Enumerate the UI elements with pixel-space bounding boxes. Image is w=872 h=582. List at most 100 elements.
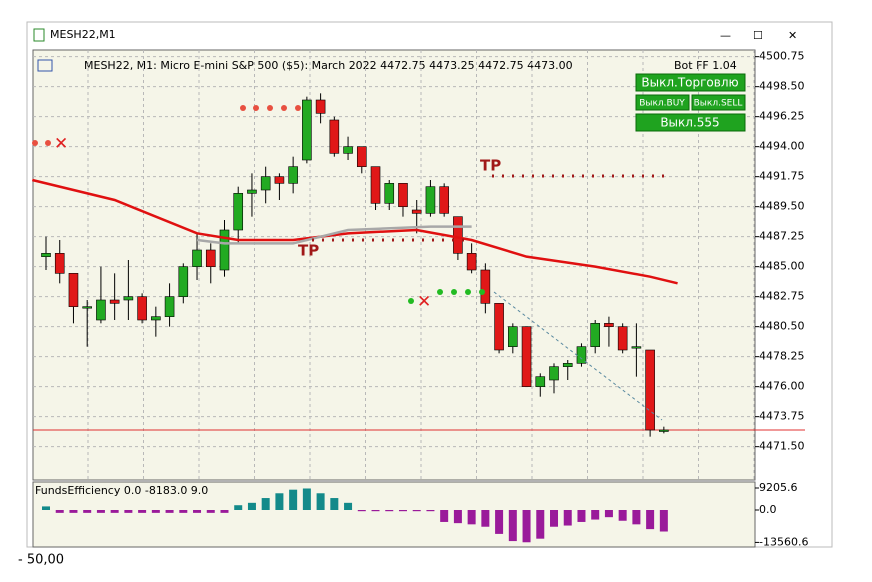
- candle-body: [453, 216, 463, 254]
- candle-body: [41, 253, 51, 257]
- histogram-bar: [659, 509, 668, 532]
- histogram-bar: [289, 489, 298, 510]
- histogram-bar: [398, 509, 407, 512]
- histogram-bar: [55, 509, 64, 513]
- candle-body: [356, 146, 367, 167]
- candle-body: [439, 186, 449, 214]
- histogram-bar: [618, 509, 627, 521]
- histogram-bar: [440, 509, 449, 522]
- y-tick-label: 4494.00: [759, 140, 805, 153]
- candle-body: [68, 273, 79, 307]
- button-label[interactable]: Выкл.Торговлю: [641, 76, 738, 90]
- histogram-bar: [193, 509, 202, 513]
- histogram-bar: [536, 509, 545, 539]
- histogram-bar: [69, 509, 78, 513]
- histogram-bar: [124, 509, 133, 513]
- candle-body: [329, 119, 340, 154]
- y-tick-label: 0.0: [759, 503, 777, 516]
- button-555[interactable]: [635, 113, 746, 132]
- histogram-bar: [426, 509, 435, 512]
- y-tick-label: 4473.75: [759, 410, 805, 423]
- titlebar: MESH22,M1 — ☐ ✕: [33, 28, 797, 42]
- candle-body: [288, 166, 298, 184]
- y-tick-label: 4498.50: [759, 80, 805, 93]
- histogram-bar: [453, 509, 462, 524]
- candle-body: [480, 269, 491, 304]
- candle-body: [205, 249, 216, 267]
- histogram-bar: [96, 509, 105, 513]
- y-tick-label: 4476.00: [759, 380, 805, 393]
- candle-body: [343, 146, 353, 154]
- candle-body: [631, 346, 642, 349]
- histogram-bar: [165, 509, 174, 513]
- tp-label: TP: [298, 242, 319, 260]
- candle-body: [370, 166, 381, 204]
- histogram-bar: [508, 509, 517, 542]
- candle-body: [302, 99, 312, 161]
- candle-body: [590, 323, 601, 347]
- histogram-bar: [234, 505, 243, 510]
- close[interactable]: ✕: [788, 29, 797, 42]
- histogram-bar: [522, 509, 531, 543]
- y-tick-label: 9205.6: [759, 481, 798, 494]
- indicator-label: FundsEfficiency 0.0 -8183.0 9.0: [35, 484, 208, 497]
- candle-body: [274, 176, 285, 184]
- histogram-bar: [42, 506, 50, 510]
- candle-body: [604, 323, 614, 327]
- button-label[interactable]: Выкл.SELL: [694, 99, 743, 109]
- histogram-bar: [220, 509, 229, 513]
- histogram-bar: [385, 509, 394, 512]
- button-label[interactable]: Выкл.555: [660, 116, 719, 130]
- histogram-bar: [467, 509, 476, 525]
- candle-body: [260, 176, 271, 191]
- histogram-bar: [481, 509, 490, 527]
- histogram-bar: [302, 488, 311, 510]
- y-tick-label: 4485.00: [759, 260, 805, 273]
- minimize[interactable]: —: [720, 29, 731, 42]
- moving-average: [196, 225, 472, 245]
- candle-body: [411, 209, 422, 214]
- button-sell[interactable]: [691, 94, 746, 111]
- histogram-bar: [138, 509, 147, 513]
- histogram-bar: [604, 509, 613, 518]
- candle-body: [384, 183, 395, 204]
- histogram-bar: [247, 502, 256, 510]
- candle-body: [508, 326, 518, 347]
- histogram-bar: [275, 493, 284, 510]
- candle-body: [315, 99, 326, 114]
- histogram-bar: [344, 502, 353, 510]
- histogram-bar: [550, 509, 559, 527]
- candle-body: [247, 189, 257, 194]
- button-label[interactable]: Выкл.BUY: [639, 99, 685, 109]
- y-tick-label: -13560.6: [759, 535, 808, 548]
- histogram-bar: [412, 509, 421, 512]
- candle-body: [398, 183, 408, 207]
- y-tick-label: 4471.50: [759, 440, 805, 453]
- candle-body: [54, 253, 65, 274]
- histogram-bar: [261, 498, 270, 510]
- candle-body: [137, 296, 147, 321]
- histogram-bar: [632, 509, 641, 525]
- candle-body: [617, 326, 628, 351]
- histogram-bar: [179, 509, 188, 513]
- moving-average: [31, 178, 678, 285]
- histogram-bar: [151, 509, 160, 513]
- candle-body: [645, 349, 655, 431]
- button-buy[interactable]: [635, 94, 690, 111]
- y-tick-label: 4491.75: [759, 170, 805, 183]
- decorations: ✕ ✕: [32, 105, 666, 421]
- header-icon: [37, 59, 53, 72]
- candle-body: [192, 249, 202, 267]
- y-tick-label: 4482.75: [759, 290, 805, 303]
- candle-body: [562, 363, 573, 367]
- candle-body: [123, 296, 134, 301]
- histogram-bar: [83, 509, 92, 513]
- y-tick-label: 4489.50: [759, 200, 805, 213]
- candle-body: [521, 326, 532, 387]
- button-trade[interactable]: [635, 73, 746, 92]
- maximize[interactable]: ☐: [753, 29, 763, 42]
- histogram-bar: [646, 509, 655, 530]
- y-tick-label: 4487.25: [759, 230, 805, 243]
